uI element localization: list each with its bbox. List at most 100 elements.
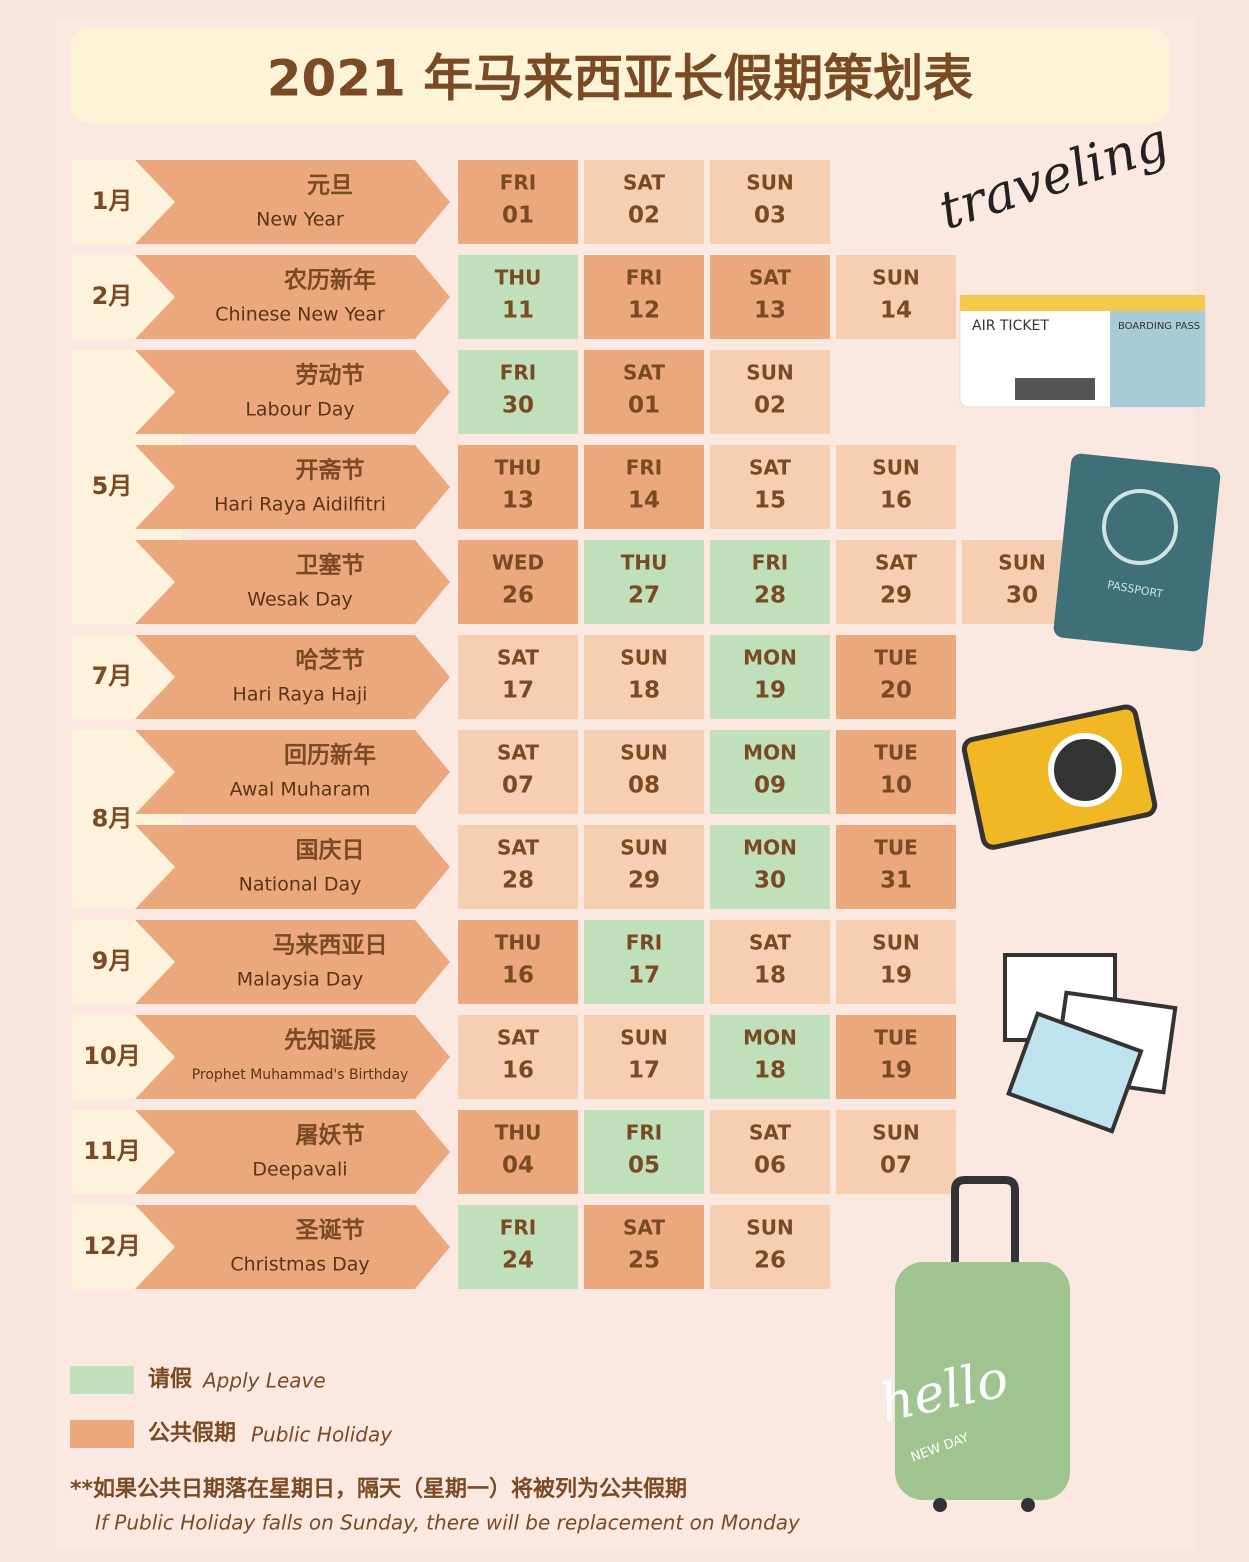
day-name: SAT — [497, 1026, 539, 1050]
day-name: SUN — [872, 456, 919, 480]
holiday-en: Malaysia Day — [237, 969, 364, 991]
day-cell — [836, 825, 956, 909]
photo — [1006, 1011, 1144, 1134]
day-date: 05 — [628, 1153, 660, 1179]
camera-lens — [1048, 733, 1122, 807]
day-cell — [584, 255, 704, 339]
day-date: 19 — [754, 678, 786, 704]
day-name: FRI — [626, 266, 663, 290]
day-date: 04 — [502, 1153, 534, 1179]
month-label: 10月 — [83, 1042, 140, 1070]
day-cell — [836, 920, 956, 1004]
day-name: FRI — [752, 551, 789, 575]
holiday-zh: 回历新年 — [284, 742, 376, 769]
day-cell — [710, 160, 830, 244]
title: 2021 年马来西亚长假期策划表 — [267, 50, 974, 108]
day-cell — [458, 1110, 578, 1194]
day-cell — [836, 1110, 956, 1194]
legend-zh: 请假 — [148, 1366, 192, 1392]
day-date: 26 — [502, 583, 534, 609]
day-cell — [584, 825, 704, 909]
day-cell — [710, 1110, 830, 1194]
day-date: 18 — [754, 963, 786, 989]
day-cell — [584, 540, 704, 624]
day-name: THU — [621, 551, 668, 575]
day-cell — [458, 350, 578, 434]
holiday-banner — [135, 540, 450, 624]
day-name: SUN — [746, 171, 793, 195]
legend-swatch — [70, 1420, 134, 1448]
legend-en: Apply Leave — [201, 1369, 326, 1393]
day-date: 16 — [502, 1058, 534, 1084]
month-cell — [72, 350, 182, 624]
day-name: SAT — [497, 741, 539, 765]
day-name: FRI — [500, 1216, 537, 1240]
day-date: 01 — [628, 393, 660, 419]
holiday-en: Chinese New Year — [215, 304, 385, 326]
holiday-banner — [135, 445, 450, 529]
day-date: 17 — [628, 963, 660, 989]
holiday-en: Deepavali — [252, 1159, 347, 1181]
holiday-en: National Day — [239, 874, 362, 896]
day-name: SAT — [623, 171, 665, 195]
passport — [1053, 453, 1221, 652]
day-name: SAT — [749, 1121, 791, 1145]
day-cell — [710, 445, 830, 529]
day-cell — [458, 825, 578, 909]
day-name: SUN — [746, 1216, 793, 1240]
day-date: 19 — [880, 1058, 912, 1084]
decorations: traveling AIR TICKET BOARDING PASS PASSP… — [875, 112, 1221, 1512]
day-name: FRI — [500, 171, 537, 195]
day-date: 30 — [502, 393, 534, 419]
holiday-en: Hari Raya Haji — [233, 684, 368, 706]
legend-swatch — [70, 1366, 134, 1394]
day-date: 30 — [754, 868, 786, 894]
day-cell — [458, 160, 578, 244]
month-label: 2月 — [92, 282, 133, 310]
note-zh: **如果公共日期落在星期日，隔天（星期一）将被列为公共假期 — [70, 1476, 687, 1502]
day-name: FRI — [626, 1121, 663, 1145]
day-cell — [710, 1205, 830, 1289]
suitcase — [895, 1262, 1070, 1500]
day-date: 30 — [1006, 583, 1038, 609]
day-name: FRI — [626, 931, 663, 955]
day-name: SUN — [620, 741, 667, 765]
holiday-zh: 元旦 — [307, 173, 353, 199]
day-cell — [710, 350, 830, 434]
title-banner — [70, 28, 1170, 123]
day-date: 14 — [628, 488, 660, 514]
ticket-stripe — [960, 295, 1205, 311]
holiday-en: Labour Day — [245, 399, 354, 421]
day-date: 11 — [502, 298, 534, 324]
day-date: 26 — [754, 1248, 786, 1274]
day-date: 01 — [502, 203, 534, 229]
suitcase-handle — [951, 1176, 1019, 1265]
day-date: 12 — [628, 298, 660, 324]
day-cell — [458, 1015, 578, 1099]
day-date: 27 — [628, 583, 660, 609]
day-cell — [584, 160, 704, 244]
holiday-zh: 哈芝节 — [296, 648, 365, 674]
day-name: SUN — [872, 931, 919, 955]
day-date: 09 — [754, 773, 786, 799]
day-date: 18 — [628, 678, 660, 704]
calendar: 1月 元旦 New Year FRI 01 SAT 02 SUN 03 2月 农历新年 Chinese… — [72, 160, 1082, 1289]
day-cell — [458, 635, 578, 719]
day-date: 20 — [880, 678, 912, 704]
day-cell — [836, 445, 956, 529]
day-cell — [584, 920, 704, 1004]
day-date: 25 — [628, 1248, 660, 1274]
day-name: SUN — [620, 836, 667, 860]
day-date: 02 — [628, 203, 660, 229]
day-date: 08 — [628, 773, 660, 799]
day-name: TUE — [874, 836, 918, 860]
day-cell — [836, 635, 956, 719]
holiday-zh: 圣诞节 — [296, 1218, 365, 1244]
day-date: 29 — [628, 868, 660, 894]
day-name: MON — [743, 836, 797, 860]
holiday-banner — [135, 1205, 450, 1289]
day-date: 17 — [628, 1058, 660, 1084]
day-name: SAT — [749, 456, 791, 480]
day-name: SAT — [623, 361, 665, 385]
